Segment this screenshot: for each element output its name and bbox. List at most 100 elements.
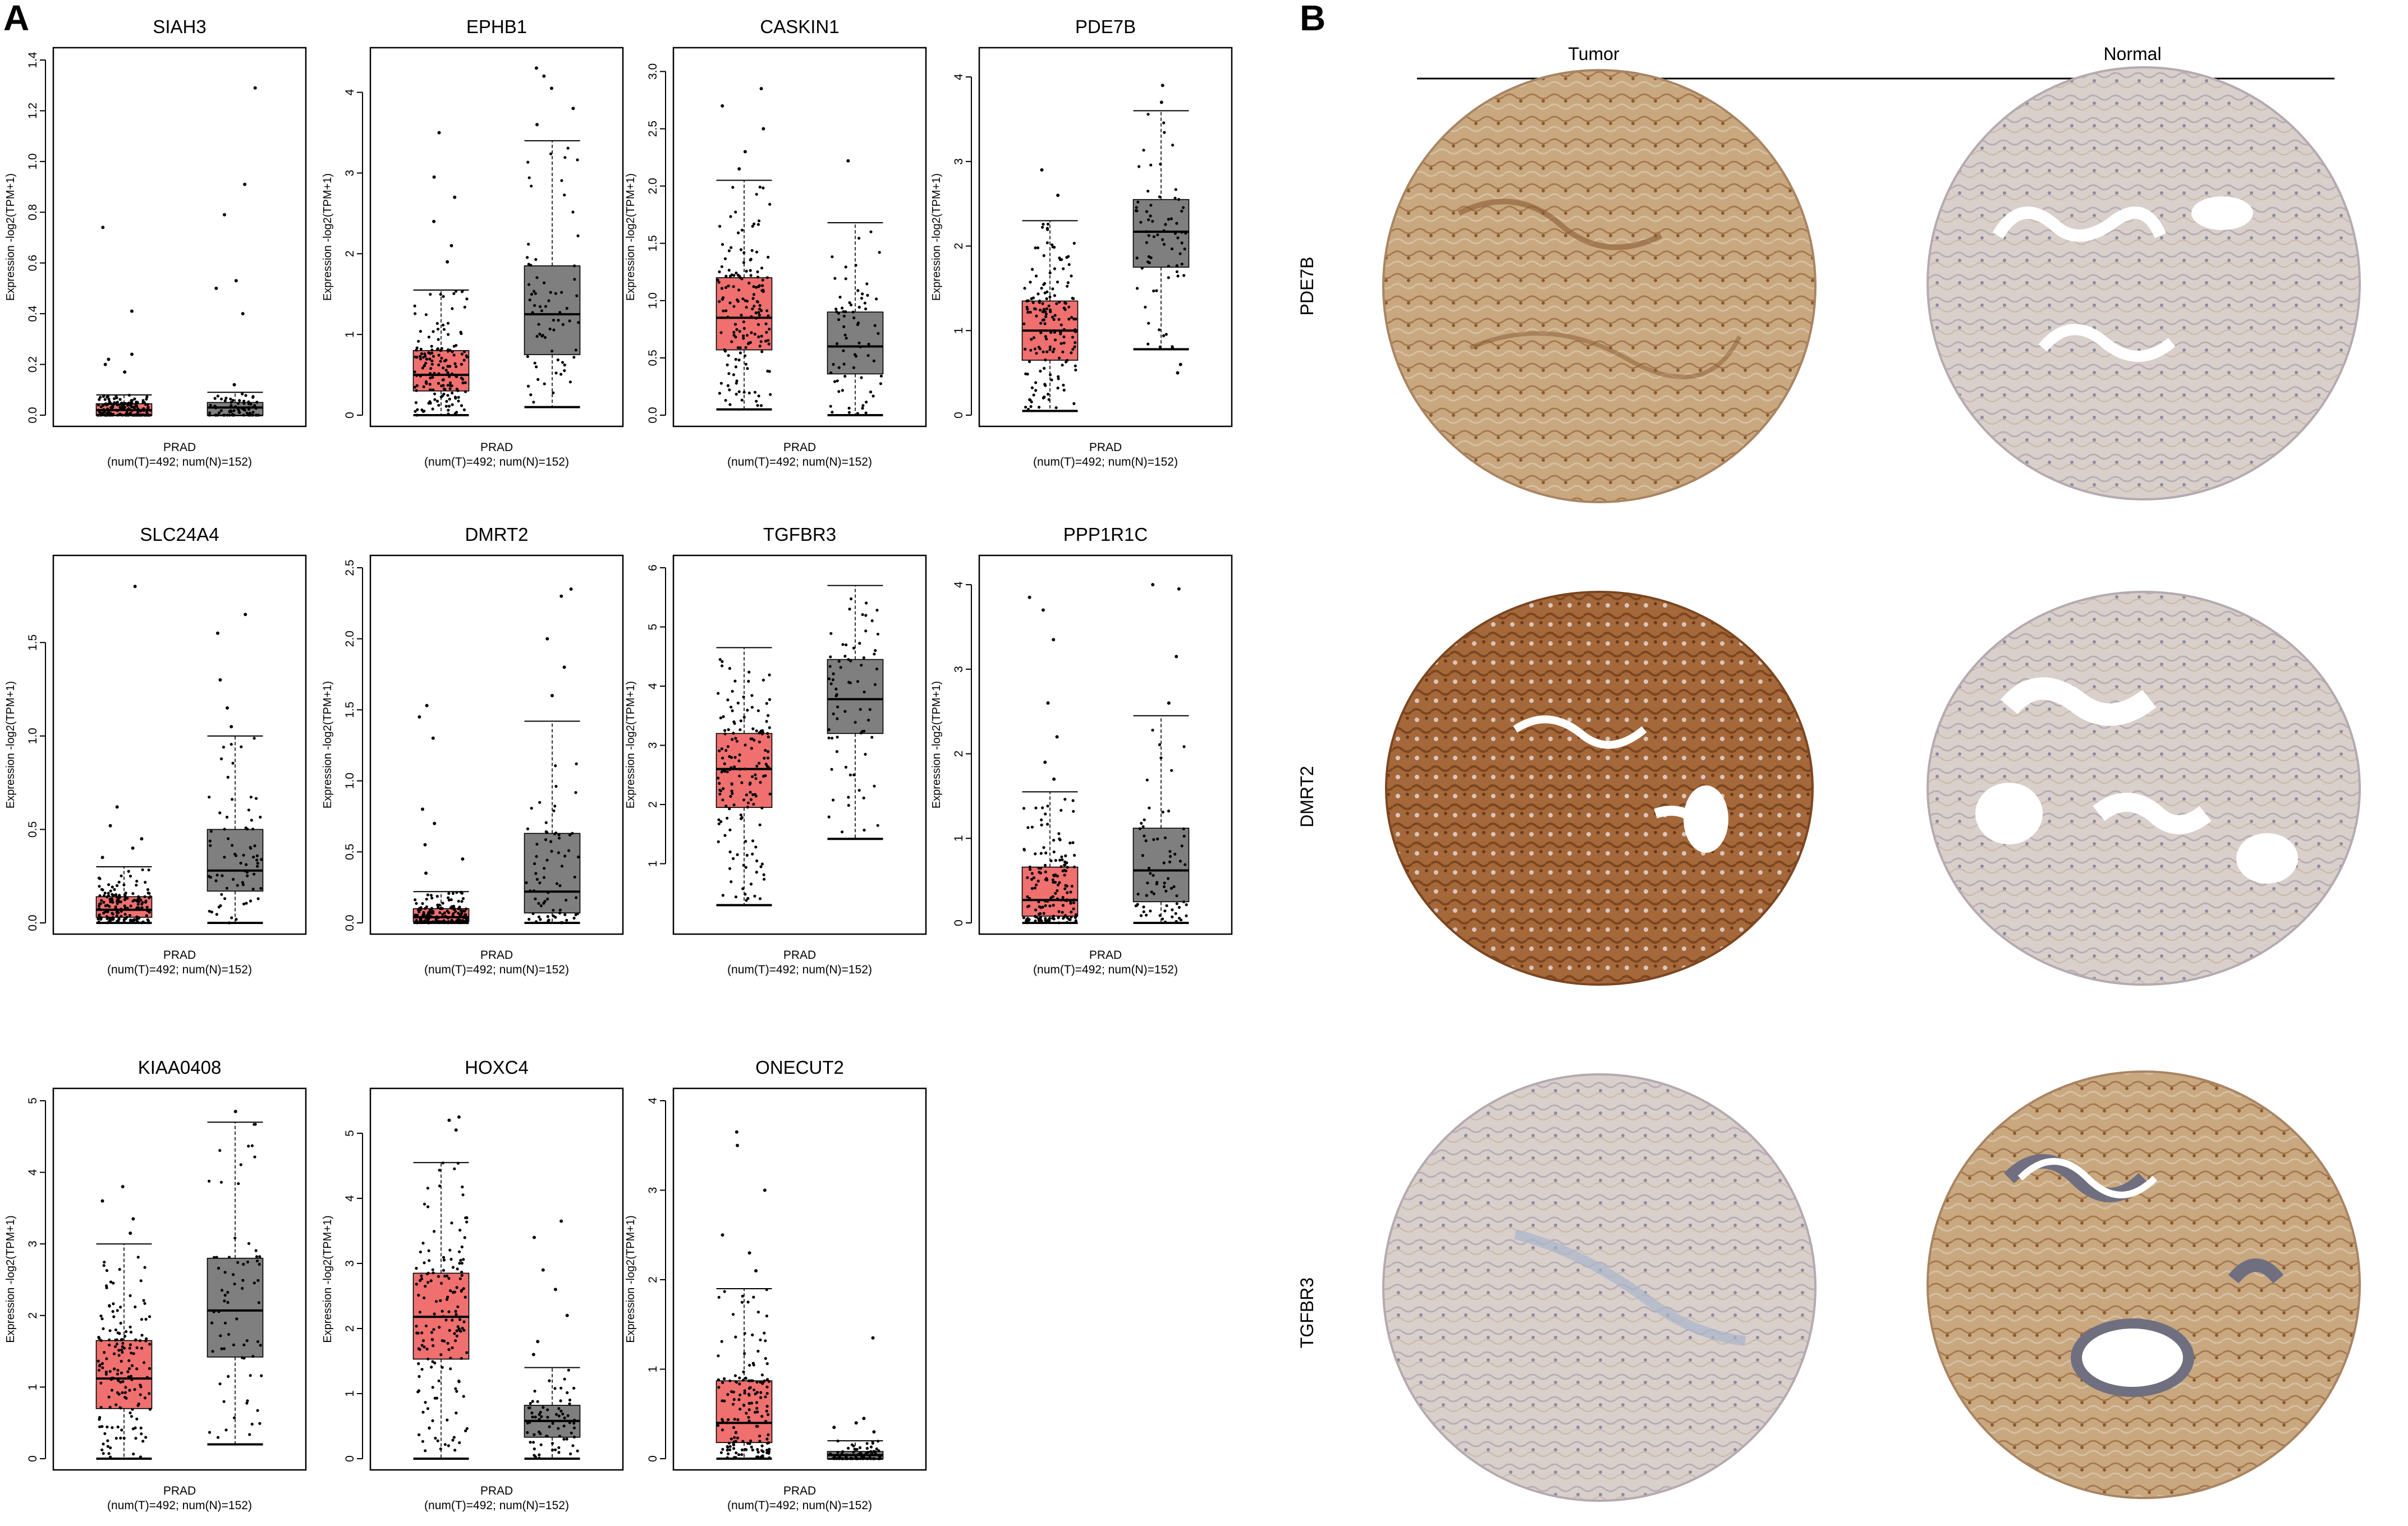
data-point xyxy=(755,250,759,254)
data-point xyxy=(1047,398,1051,401)
box-tumor xyxy=(95,226,153,417)
data-point xyxy=(108,1329,112,1332)
data-point xyxy=(98,902,102,906)
data-point xyxy=(556,358,559,362)
y-tick-label: 5 xyxy=(646,624,659,631)
data-point xyxy=(554,916,557,919)
y-tick-label: 3 xyxy=(26,1240,39,1247)
data-point xyxy=(753,333,756,336)
data-point xyxy=(741,297,745,301)
data-point xyxy=(833,1457,836,1460)
data-point xyxy=(533,1447,536,1451)
outlier-point xyxy=(1055,735,1059,739)
data-point xyxy=(834,687,838,691)
data-point xyxy=(211,1350,214,1353)
data-point xyxy=(548,1425,551,1428)
data-point xyxy=(1026,905,1030,908)
data-point xyxy=(439,1299,442,1302)
data-point xyxy=(1061,364,1064,367)
data-point xyxy=(113,1352,116,1355)
data-point xyxy=(144,1339,148,1343)
jitter-points xyxy=(829,159,883,415)
data-point xyxy=(460,1245,464,1249)
data-point xyxy=(122,406,125,410)
data-point xyxy=(145,1376,149,1379)
y-tick-label: 2 xyxy=(646,1276,659,1283)
data-point xyxy=(739,1408,742,1411)
outlier-point xyxy=(846,159,850,163)
outlier-point xyxy=(1161,84,1164,88)
data-point xyxy=(723,729,727,732)
data-point xyxy=(232,1343,235,1346)
data-point xyxy=(1044,917,1047,920)
data-point xyxy=(218,1149,222,1152)
data-point xyxy=(249,899,253,903)
data-point xyxy=(1144,305,1147,309)
data-point xyxy=(862,796,865,799)
data-point xyxy=(575,896,578,899)
data-point xyxy=(121,413,124,417)
data-point xyxy=(718,792,722,796)
data-point xyxy=(854,720,857,724)
data-point xyxy=(455,1390,458,1393)
data-point xyxy=(1030,877,1034,881)
data-point xyxy=(767,1451,770,1455)
data-point xyxy=(757,285,760,288)
data-point xyxy=(222,1347,226,1350)
data-point xyxy=(253,844,256,848)
data-point xyxy=(1039,369,1042,373)
data-point xyxy=(574,791,577,794)
data-point xyxy=(742,798,746,802)
y-tick-label: 2 xyxy=(646,801,659,808)
data-point xyxy=(1173,196,1177,200)
data-point xyxy=(758,304,762,307)
data-point xyxy=(442,1268,446,1272)
y-tick-label: 0.0 xyxy=(26,914,39,931)
data-point xyxy=(731,1313,735,1316)
data-point xyxy=(753,1410,757,1414)
plot-frame xyxy=(978,47,1233,428)
data-point xyxy=(433,1361,437,1364)
ihc-panel: Tumor Normal PDE7B DMRT2 TGFBR3 xyxy=(1297,44,2361,1502)
data-point xyxy=(242,1357,246,1360)
ihc-row-label: PDE7B xyxy=(1297,257,1317,316)
data-point xyxy=(258,1422,262,1425)
data-point xyxy=(118,406,122,410)
data-point xyxy=(741,1294,744,1298)
data-point xyxy=(847,796,850,799)
data-point xyxy=(728,828,732,831)
data-point xyxy=(755,1455,759,1459)
data-point xyxy=(756,223,760,226)
data-point xyxy=(102,395,105,398)
data-point xyxy=(230,916,233,920)
data-point xyxy=(442,1339,446,1343)
data-point xyxy=(231,399,235,402)
data-point xyxy=(570,1431,573,1435)
data-point xyxy=(751,297,755,300)
data-point xyxy=(465,918,469,922)
chart-title: DMRT2 xyxy=(465,524,528,545)
data-point xyxy=(745,334,749,337)
data-point xyxy=(426,1271,430,1275)
outlier-point xyxy=(432,175,436,179)
data-point xyxy=(457,921,461,925)
data-point xyxy=(865,282,869,286)
data-point xyxy=(1061,911,1064,914)
data-point xyxy=(133,898,136,902)
data-point xyxy=(827,815,831,819)
jitter-points xyxy=(526,1219,579,1460)
data-point xyxy=(554,292,557,295)
data-point xyxy=(754,794,758,798)
data-point xyxy=(1034,246,1037,250)
data-point xyxy=(1052,850,1056,854)
data-point xyxy=(1144,839,1148,843)
outlier-point xyxy=(421,807,424,811)
data-point xyxy=(460,290,464,293)
data-point xyxy=(421,902,424,906)
data-point xyxy=(866,354,870,357)
data-point xyxy=(1067,255,1070,258)
data-point xyxy=(432,1328,435,1331)
data-point xyxy=(446,896,450,899)
data-point xyxy=(1046,222,1050,226)
